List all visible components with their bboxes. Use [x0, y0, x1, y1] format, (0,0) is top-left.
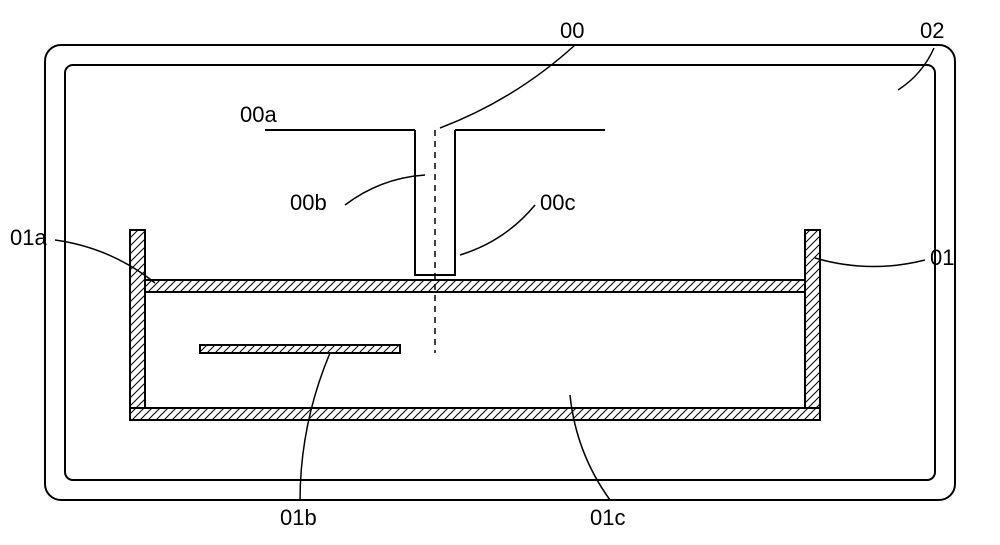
label-00: 00	[560, 18, 584, 43]
label-01a: 01a	[10, 225, 47, 250]
tray-right-wall	[805, 230, 820, 408]
diagram-svg: 00 02 00a 00b 00c 01a 01 01b 01c	[0, 0, 1000, 545]
lead-L00c	[460, 205, 535, 255]
inner-strip	[200, 345, 400, 353]
label-02: 02	[920, 18, 944, 43]
tray-left-wall	[130, 230, 145, 408]
lead-L01	[815, 258, 925, 267]
lead-L00b	[345, 175, 425, 205]
label-00b: 00b	[290, 190, 327, 215]
label-01c: 01c	[590, 505, 625, 530]
label-01b: 01b	[280, 505, 317, 530]
tray-deck	[145, 280, 805, 292]
lead-L02	[898, 48, 934, 90]
lead-L00	[440, 45, 575, 128]
tray-outer-outline	[130, 230, 820, 420]
tray-bottom	[130, 408, 820, 420]
label-01: 01	[930, 245, 954, 270]
lead-L01b	[300, 353, 330, 500]
tray-inner-outline	[145, 230, 805, 408]
label-00c: 00c	[540, 190, 575, 215]
label-00a: 00a	[240, 102, 277, 127]
